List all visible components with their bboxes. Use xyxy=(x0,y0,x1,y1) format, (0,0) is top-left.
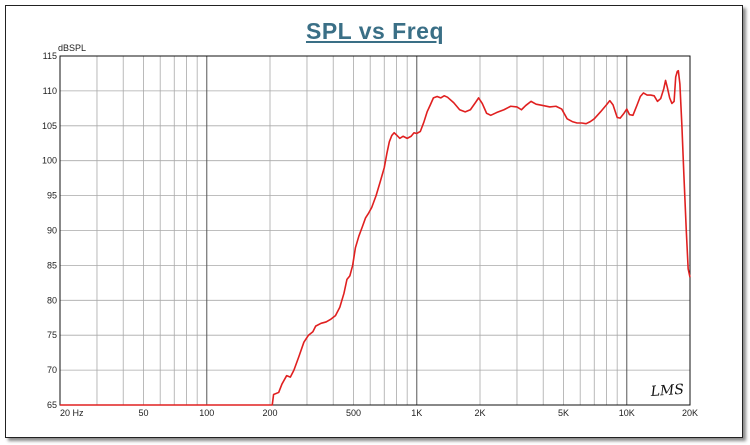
y-tick-label: 115 xyxy=(43,51,57,61)
x-tick-label: 200 xyxy=(262,408,277,418)
x-tick-label: 20K xyxy=(682,408,698,418)
x-tick-label: 50 xyxy=(139,408,149,418)
y-tick-label: 90 xyxy=(47,226,57,236)
y-tick-label: 85 xyxy=(47,260,57,270)
y-tick-label: 80 xyxy=(47,295,57,305)
y-tick-label: 95 xyxy=(47,191,57,201)
y-tick-label: 110 xyxy=(43,86,57,96)
x-tick-label: 5K xyxy=(558,408,569,418)
grid-lines xyxy=(59,55,691,406)
y-tick-label: 75 xyxy=(47,330,57,340)
x-tick-label: 2K xyxy=(474,408,485,418)
lms-logo: LMS xyxy=(649,382,684,400)
y-tick-label: 70 xyxy=(47,365,57,375)
y-axis-label: dBSPL xyxy=(58,43,86,53)
x-tick-label: 10K xyxy=(619,408,635,418)
x-tick-labels: 20 Hz 50 100 200 500 1K 2K 5K 10K 20K xyxy=(60,408,698,418)
x-tick-label: 1K xyxy=(411,408,422,418)
y-tick-label: 100 xyxy=(42,156,57,166)
x-tick-label: 100 xyxy=(199,408,214,418)
x-tick-label: 20 Hz xyxy=(60,408,84,418)
y-tick-label: 65 xyxy=(47,400,57,410)
y-tick-labels: 115 110 105 100 95 90 85 80 75 70 65 xyxy=(42,51,57,410)
chart-title: SPL vs Freq xyxy=(305,18,445,44)
y-tick-label: 105 xyxy=(42,121,57,131)
series-line xyxy=(60,69,691,406)
chart-frame xyxy=(5,5,743,438)
x-tick-label: 500 xyxy=(346,408,361,418)
plot-area-border xyxy=(59,55,691,406)
